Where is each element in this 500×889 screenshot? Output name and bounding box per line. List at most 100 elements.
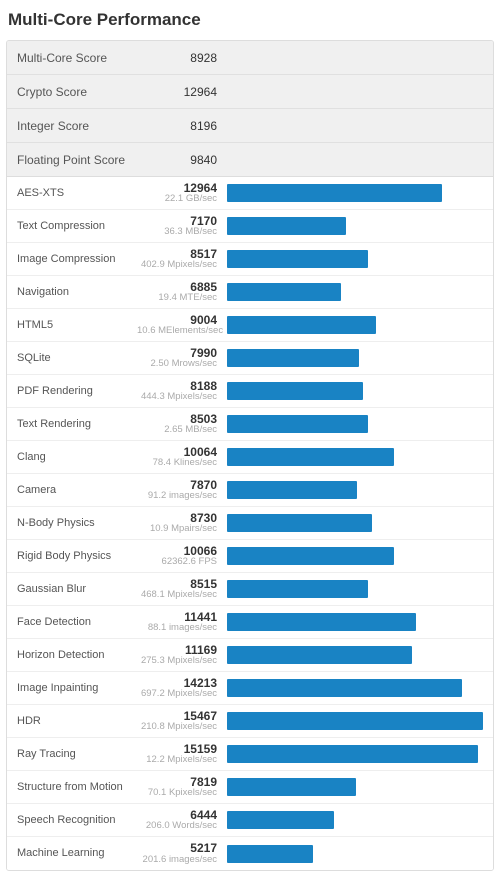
benchmark-row: Clang1006478.4 Klines/sec	[7, 441, 493, 474]
benchmark-row: HDR15467210.8 Mpixels/sec	[7, 705, 493, 738]
benchmark-row: Camera787091.2 images/sec	[7, 474, 493, 507]
benchmark-bar-track	[227, 448, 487, 466]
benchmark-bar-track	[227, 415, 487, 433]
benchmark-bar-fill	[227, 217, 346, 235]
benchmark-bar-track	[227, 283, 487, 301]
benchmark-label: N-Body Physics	[7, 517, 137, 529]
benchmark-bar-track	[227, 547, 487, 565]
benchmark-values: 6444206.0 Words/sec	[137, 809, 223, 832]
benchmark-values: 11169275.3 Mpixels/sec	[137, 644, 223, 667]
benchmark-values: 1296422.1 GB/sec	[137, 182, 223, 205]
benchmark-unit: 62362.6 FPS	[137, 557, 217, 567]
benchmark-values: 1006662362.6 FPS	[137, 545, 223, 568]
benchmark-values: 787091.2 images/sec	[137, 479, 223, 502]
benchmark-label: Face Detection	[7, 616, 137, 628]
benchmark-unit: 444.3 Mpixels/sec	[137, 392, 217, 402]
benchmark-bar-fill	[227, 250, 368, 268]
benchmark-row: Machine Learning5217201.6 images/sec	[7, 837, 493, 870]
benchmark-bar-fill	[227, 712, 483, 730]
benchmark-row: Ray Tracing1515912.2 Mpixels/sec	[7, 738, 493, 771]
benchmark-bar-track	[227, 845, 487, 863]
benchmark-unit: 10.9 Mpairs/sec	[137, 524, 217, 534]
summary-value: 8928	[151, 51, 223, 65]
benchmark-card: Multi-Core Score8928Crypto Score12964Int…	[6, 40, 494, 871]
benchmark-bar-track	[227, 349, 487, 367]
benchmark-label: SQLite	[7, 352, 137, 364]
summary-row: Floating Point Score9840	[7, 143, 493, 177]
benchmark-unit: 210.8 Mpixels/sec	[137, 722, 217, 732]
benchmark-unit: 2.65 MB/sec	[137, 425, 217, 435]
benchmark-label: Gaussian Blur	[7, 583, 137, 595]
benchmark-unit: 697.2 Mpixels/sec	[137, 689, 217, 699]
benchmark-unit: 2.50 Mrows/sec	[137, 359, 217, 369]
benchmark-row: AES-XTS1296422.1 GB/sec	[7, 177, 493, 210]
benchmark-values: 688519.4 MTE/sec	[137, 281, 223, 304]
benchmark-row: Text Compression717036.3 MB/sec	[7, 210, 493, 243]
summary-value: 12964	[151, 85, 223, 99]
summary-label: Integer Score	[7, 119, 151, 133]
summary-label: Floating Point Score	[7, 153, 151, 167]
benchmark-row: HTML5900410.6 MElements/sec	[7, 309, 493, 342]
benchmark-bar-fill	[227, 745, 478, 763]
benchmark-values: 781970.1 Kpixels/sec	[137, 776, 223, 799]
benchmark-label: Clang	[7, 451, 137, 463]
summary-label: Multi-Core Score	[7, 51, 151, 65]
summary-row: Multi-Core Score8928	[7, 41, 493, 75]
summary-value: 8196	[151, 119, 223, 133]
benchmark-label: Ray Tracing	[7, 748, 137, 760]
benchmark-bar-track	[227, 217, 487, 235]
benchmark-bar-fill	[227, 778, 356, 796]
benchmark-bar-fill	[227, 547, 394, 565]
benchmark-unit: 402.9 Mpixels/sec	[137, 260, 217, 270]
benchmark-label: Speech Recognition	[7, 814, 137, 826]
benchmark-label: Rigid Body Physics	[7, 550, 137, 562]
benchmark-row: PDF Rendering8188444.3 Mpixels/sec	[7, 375, 493, 408]
section-title: Multi-Core Performance	[8, 10, 494, 30]
benchmark-bar-fill	[227, 481, 357, 499]
benchmark-row: Speech Recognition6444206.0 Words/sec	[7, 804, 493, 837]
benchmark-values: 8188444.3 Mpixels/sec	[137, 380, 223, 403]
benchmark-bar-fill	[227, 448, 394, 466]
benchmark-bar-track	[227, 481, 487, 499]
summary-label: Crypto Score	[7, 85, 151, 99]
benchmark-bar-fill	[227, 316, 376, 334]
benchmark-values: 873010.9 Mpairs/sec	[137, 512, 223, 535]
benchmark-label: Navigation	[7, 286, 137, 298]
benchmark-label: HTML5	[7, 319, 137, 331]
benchmark-unit: 206.0 Words/sec	[137, 821, 217, 831]
summary-row: Crypto Score12964	[7, 75, 493, 109]
benchmark-row: Structure from Motion781970.1 Kpixels/se…	[7, 771, 493, 804]
benchmark-row: Horizon Detection11169275.3 Mpixels/sec	[7, 639, 493, 672]
benchmark-values: 717036.3 MB/sec	[137, 215, 223, 238]
benchmark-row: Text Rendering85032.65 MB/sec	[7, 408, 493, 441]
benchmark-row: Navigation688519.4 MTE/sec	[7, 276, 493, 309]
benchmark-bar-track	[227, 679, 487, 697]
benchmark-row: SQLite79902.50 Mrows/sec	[7, 342, 493, 375]
benchmark-row: Gaussian Blur8515468.1 Mpixels/sec	[7, 573, 493, 606]
benchmark-bar-track	[227, 184, 487, 202]
benchmark-label: AES-XTS	[7, 187, 137, 199]
benchmark-label: Text Compression	[7, 220, 137, 232]
benchmark-bar-track	[227, 712, 487, 730]
benchmark-label: PDF Rendering	[7, 385, 137, 397]
benchmark-score: 5217	[137, 842, 217, 855]
benchmark-unit: 10.6 MElements/sec	[137, 326, 217, 336]
benchmark-values: 8517402.9 Mpixels/sec	[137, 248, 223, 271]
benchmark-bar-fill	[227, 283, 341, 301]
benchmark-bar-fill	[227, 514, 372, 532]
benchmark-bar-fill	[227, 646, 412, 664]
summary-value: 9840	[151, 153, 223, 167]
benchmark-unit: 275.3 Mpixels/sec	[137, 656, 217, 666]
benchmark-bar-fill	[227, 679, 462, 697]
benchmark-values: 1006478.4 Klines/sec	[137, 446, 223, 469]
benchmark-unit: 22.1 GB/sec	[137, 194, 217, 204]
benchmark-label: Image Inpainting	[7, 682, 137, 694]
benchmark-unit: 468.1 Mpixels/sec	[137, 590, 217, 600]
benchmark-bar-track	[227, 613, 487, 631]
benchmark-row: Image Inpainting14213697.2 Mpixels/sec	[7, 672, 493, 705]
benchmark-bar-track	[227, 811, 487, 829]
benchmark-bar-fill	[227, 845, 313, 863]
benchmark-bar-fill	[227, 811, 334, 829]
benchmark-bar-track	[227, 745, 487, 763]
benchmark-bar-track	[227, 646, 487, 664]
